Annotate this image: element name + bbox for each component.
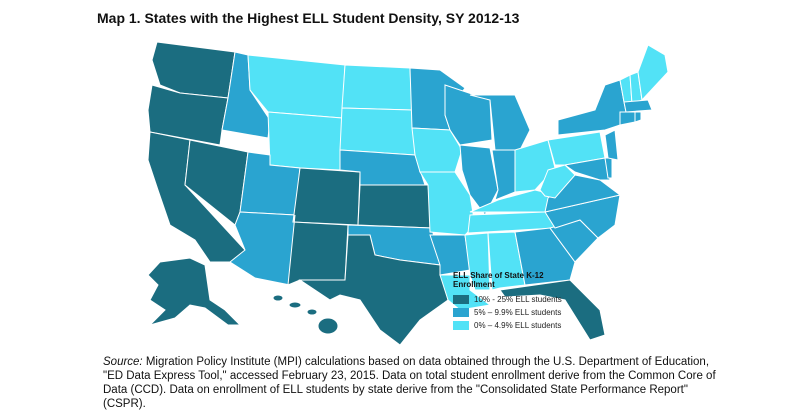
state — [637, 44, 669, 102]
legend-swatch — [453, 308, 469, 317]
legend-title: ELL Share of State K-12 Enrollment — [453, 271, 544, 289]
state — [499, 279, 606, 341]
state — [298, 234, 449, 346]
state — [267, 111, 343, 171]
source-text: Migration Policy Institute (MPI) calcula… — [103, 356, 716, 410]
legend-swatch — [453, 295, 469, 304]
legend-label: 0% – 4.9% ELL students — [474, 321, 561, 330]
source-note: Source: Migration Policy Institute (MPI)… — [103, 355, 723, 410]
state — [604, 129, 619, 161]
state — [287, 214, 349, 286]
legend-swatch — [453, 321, 469, 330]
state — [147, 84, 229, 146]
legend-label: 5% – 9.9% ELL students — [474, 308, 561, 317]
state — [147, 257, 242, 326]
state — [339, 107, 416, 156]
source-label: Source: — [103, 356, 143, 368]
state — [357, 184, 433, 229]
state — [429, 234, 471, 276]
state — [619, 111, 636, 126]
state — [487, 231, 526, 291]
state — [634, 111, 642, 123]
state — [563, 157, 611, 181]
state — [341, 64, 413, 111]
state — [491, 149, 516, 201]
state — [306, 308, 318, 316]
map-title: Map 1. States with the Highest ELL Stude… — [97, 10, 520, 26]
state — [623, 99, 653, 113]
state — [557, 79, 627, 136]
legend-label: 10% - 25% ELL students — [474, 295, 562, 304]
legend: 10% - 25% ELL students 5% – 9.9% ELL stud… — [453, 295, 562, 330]
state — [317, 317, 339, 335]
state — [272, 294, 284, 302]
state — [292, 167, 361, 226]
state — [464, 232, 491, 291]
state — [288, 301, 302, 309]
states — [147, 41, 669, 346]
